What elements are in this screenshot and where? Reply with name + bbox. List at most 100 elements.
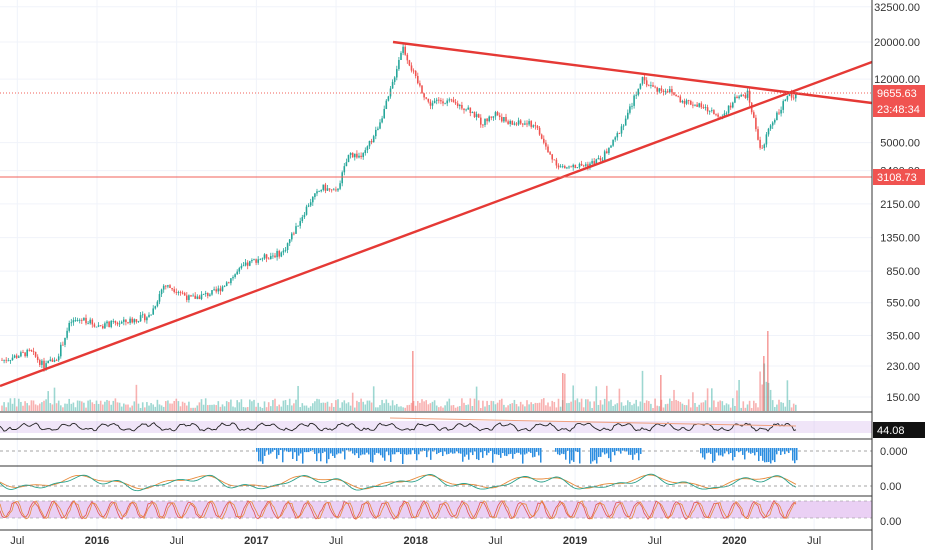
candle-body [354,153,356,158]
candle-body [456,103,459,107]
candle-body [433,100,436,104]
candle-body [301,217,304,222]
volume-bar [522,404,524,411]
candle-body [717,114,719,117]
volume-bar [301,403,304,411]
volume-bar [423,401,425,411]
histogram-bar [718,448,720,456]
volume-bar [55,403,58,411]
candle-body [22,352,24,354]
volume-bar [387,402,390,411]
volume-bar [278,404,280,411]
volume-bar [22,405,24,411]
volume-bar [585,399,587,411]
histogram-bar [402,448,404,464]
candle-body [515,123,518,125]
volume-bar [49,403,52,411]
candle-body [18,356,20,358]
candle-body [26,349,28,357]
volume-bar [530,402,532,411]
volume-spike [412,351,414,411]
volume-bar [769,389,772,411]
volume-bar [738,379,740,411]
candle-body [123,319,125,322]
volume-bar [740,407,742,411]
volume-bar [312,403,314,411]
level-price-label-box [873,169,925,185]
candle-body [3,359,5,361]
candle-body [685,100,688,104]
candle-body [322,184,325,191]
volume-bar [557,398,560,411]
histogram-bar [792,448,794,461]
histogram-bar [436,448,438,455]
candle-body [769,125,772,129]
volume-bar [347,402,350,411]
candle-body [364,150,367,154]
candle-body [99,325,102,327]
candle-body [43,360,45,369]
histogram-bar [714,448,716,461]
candle-body [196,296,199,299]
histogram-bar [448,448,450,454]
candle-body [738,96,740,99]
histogram-bar [298,448,300,456]
candle-body [349,152,352,155]
candle-body [784,99,787,102]
candle-body [375,129,377,137]
volume-bar [70,403,73,411]
candle-body [66,330,68,338]
candle-body [702,107,705,109]
volume-bar [66,403,68,411]
candle-body [337,188,339,191]
volume-bar [303,405,306,411]
candle-body [312,196,314,203]
price-tick-label: 550.00 [886,298,920,310]
candle-body [704,107,707,109]
volume-bar [414,405,417,411]
volume-bar [196,405,199,411]
histogram-bar [460,448,462,454]
volume-bar [526,400,528,411]
volume-bar [708,407,711,411]
candle-body [244,262,247,266]
histogram-bar [742,448,744,455]
volume-bar [519,401,522,411]
volume-bar [402,407,404,411]
volume-bar [39,403,41,411]
candle-body [261,258,264,260]
candle-body [412,70,415,72]
histogram-bar [424,448,426,451]
candle-body [484,118,486,126]
candle-body [421,85,423,94]
indicator-value-label: 0.00 [880,481,901,493]
volume-bar [112,400,115,411]
volume-bar [494,404,497,411]
candle-body [744,95,747,98]
candle-body [284,249,287,251]
histogram-bar [404,448,406,455]
candle-body [85,317,87,324]
candle-body [169,285,171,289]
volume-bar [135,384,138,411]
volume-bar [89,399,91,411]
volume-bar [673,389,675,411]
histogram-bar [476,448,478,460]
candle-body [234,274,236,278]
histogram-bar [256,448,258,452]
candle-body [377,128,379,130]
candle-body [408,60,411,66]
candle-body [242,265,245,267]
histogram-bar [575,448,577,452]
histogram-bar [716,448,718,453]
volume-bar [167,400,169,411]
candle-body [595,159,598,165]
histogram-bar [278,448,280,456]
histogram-bar [486,448,488,456]
candle-body [503,117,505,122]
volume-bar [538,402,541,411]
candle-body [351,152,354,158]
candle-body [7,360,10,362]
